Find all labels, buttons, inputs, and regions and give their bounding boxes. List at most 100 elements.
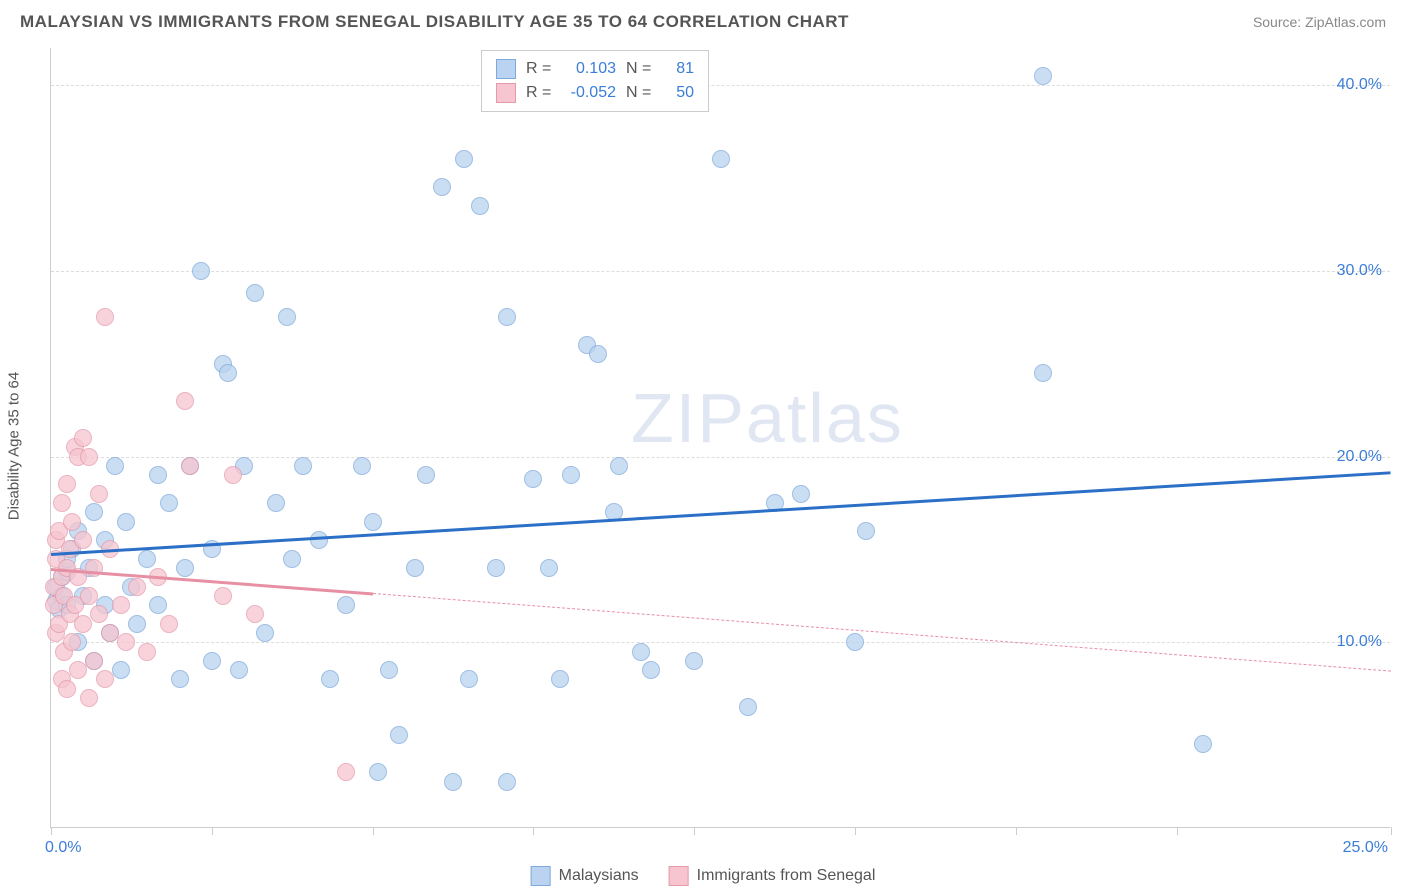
legend-item-senegal: Immigrants from Senegal — [669, 866, 876, 886]
data-point — [337, 596, 355, 614]
data-point — [69, 661, 87, 679]
data-point — [294, 457, 312, 475]
n-value: 50 — [664, 84, 694, 102]
data-point — [1034, 364, 1052, 382]
data-point — [417, 466, 435, 484]
gridline — [51, 642, 1390, 643]
r-value: -0.052 — [564, 84, 616, 102]
data-point — [846, 633, 864, 651]
gridline — [51, 457, 1390, 458]
data-point — [471, 197, 489, 215]
data-point — [256, 624, 274, 642]
x-tick — [855, 827, 856, 835]
data-point — [433, 178, 451, 196]
gridline — [51, 271, 1390, 272]
data-point — [230, 661, 248, 679]
swatch-icon — [669, 866, 689, 886]
x-tick — [373, 827, 374, 835]
data-point — [181, 457, 199, 475]
data-point — [246, 605, 264, 623]
data-point — [857, 522, 875, 540]
data-point — [74, 429, 92, 447]
r-label: R = — [526, 60, 554, 78]
r-value: 0.103 — [564, 60, 616, 78]
data-point — [53, 494, 71, 512]
data-point — [310, 531, 328, 549]
data-point — [63, 513, 81, 531]
watermark: ZIPatlas — [631, 378, 904, 458]
data-point — [224, 466, 242, 484]
data-point — [85, 503, 103, 521]
data-point — [632, 643, 650, 661]
swatch-icon — [496, 59, 516, 79]
data-point — [112, 661, 130, 679]
data-point — [63, 633, 81, 651]
swatch-icon — [496, 83, 516, 103]
data-point — [380, 661, 398, 679]
data-point — [551, 670, 569, 688]
data-point — [589, 345, 607, 363]
y-tick-label: 40.0% — [1337, 76, 1382, 94]
x-tick — [51, 827, 52, 835]
data-point — [283, 550, 301, 568]
stats-row: R = -0.052 N = 50 — [496, 81, 694, 105]
x-tick — [1391, 827, 1392, 835]
data-point — [562, 466, 580, 484]
n-label: N = — [626, 84, 654, 102]
y-axis-label: Disability Age 35 to 64 — [6, 372, 23, 520]
data-point — [685, 652, 703, 670]
data-point — [278, 308, 296, 326]
x-tick-label: 25.0% — [1343, 839, 1388, 857]
x-tick — [212, 827, 213, 835]
swatch-icon — [531, 866, 551, 886]
data-point — [460, 670, 478, 688]
scatter-chart: ZIPatlas 10.0%20.0%30.0%40.0%0.0%25.0%R … — [50, 48, 1390, 828]
data-point — [267, 494, 285, 512]
data-point — [540, 559, 558, 577]
data-point — [80, 689, 98, 707]
data-point — [1034, 67, 1052, 85]
y-tick-label: 20.0% — [1337, 448, 1382, 466]
data-point — [90, 605, 108, 623]
data-point — [524, 470, 542, 488]
r-label: R = — [526, 84, 554, 102]
trend-line — [51, 568, 373, 595]
legend-label: Immigrants from Senegal — [697, 867, 876, 885]
data-point — [85, 652, 103, 670]
data-point — [106, 457, 124, 475]
data-point — [128, 578, 146, 596]
data-point — [610, 457, 628, 475]
data-point — [149, 596, 167, 614]
data-point — [176, 559, 194, 577]
trend-line — [373, 593, 1391, 672]
data-point — [487, 559, 505, 577]
data-point — [739, 698, 757, 716]
data-point — [353, 457, 371, 475]
data-point — [117, 513, 135, 531]
data-point — [160, 615, 178, 633]
data-point — [444, 773, 462, 791]
x-tick — [694, 827, 695, 835]
data-point — [128, 615, 146, 633]
data-point — [498, 773, 516, 791]
n-label: N = — [626, 60, 654, 78]
x-tick — [1016, 827, 1017, 835]
data-point — [101, 624, 119, 642]
data-point — [192, 262, 210, 280]
data-point — [74, 615, 92, 633]
data-point — [96, 308, 114, 326]
data-point — [337, 763, 355, 781]
x-tick-label: 0.0% — [45, 839, 81, 857]
y-tick-label: 10.0% — [1337, 633, 1382, 651]
data-point — [138, 550, 156, 568]
data-point — [321, 670, 339, 688]
x-tick — [533, 827, 534, 835]
trend-line — [51, 471, 1391, 555]
data-point — [455, 150, 473, 168]
data-point — [160, 494, 178, 512]
gridline — [51, 85, 1390, 86]
data-point — [219, 364, 237, 382]
data-point — [369, 763, 387, 781]
data-point — [246, 284, 264, 302]
data-point — [90, 485, 108, 503]
